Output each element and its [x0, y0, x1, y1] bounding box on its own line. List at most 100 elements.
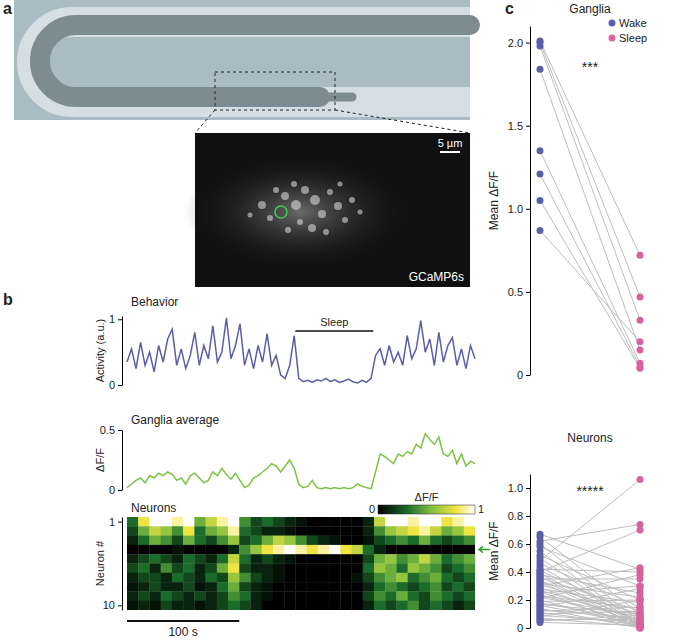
pair-line — [540, 534, 640, 569]
cell — [329, 536, 341, 546]
cell-body — [318, 210, 326, 218]
cell — [149, 573, 161, 583]
cell-body — [297, 219, 303, 225]
pair-line — [540, 576, 640, 628]
cell — [228, 564, 240, 574]
legend-entry: Wake — [619, 17, 647, 29]
title: Ganglia — [569, 2, 611, 16]
legend-entry: Sleep — [619, 32, 647, 44]
cell — [228, 517, 240, 527]
cell — [172, 526, 184, 536]
cell — [217, 564, 229, 574]
dot — [637, 571, 644, 578]
pair-line — [540, 201, 640, 369]
axis-title: ΔF/F — [94, 448, 106, 472]
cell — [206, 573, 218, 583]
cell — [228, 601, 240, 610]
cell — [340, 564, 352, 574]
cell — [441, 554, 453, 564]
tick: 0.6 — [508, 538, 530, 550]
dot — [637, 527, 644, 534]
label: GCaMP6s — [409, 270, 464, 284]
tick-label: 0.4 — [508, 566, 523, 578]
scale-bar — [440, 151, 460, 153]
cell — [374, 536, 386, 546]
cell — [385, 526, 397, 536]
tick: 2.0 — [508, 37, 530, 49]
cell — [385, 564, 397, 574]
cell — [250, 517, 262, 527]
cell — [453, 601, 465, 610]
pair-line — [540, 615, 640, 622]
cell — [217, 601, 229, 610]
cell — [419, 545, 431, 555]
cell — [340, 573, 352, 583]
cell — [149, 564, 161, 574]
tick-label: 2.0 — [508, 37, 523, 49]
cell — [250, 526, 262, 536]
pair-line — [540, 558, 640, 627]
colorbar-tick-label: 1 — [478, 503, 484, 515]
dot — [637, 365, 644, 372]
cell — [228, 573, 240, 583]
cell-body — [273, 187, 279, 193]
cell — [363, 591, 375, 601]
plot-area — [537, 476, 644, 631]
cell — [307, 545, 319, 555]
cell — [149, 554, 161, 564]
pair-line — [540, 618, 640, 626]
cell — [262, 517, 274, 527]
pair-line — [540, 592, 640, 628]
line-chart: 01BehaviorActivity (a.u.)Sleep — [94, 295, 475, 391]
cell — [396, 526, 408, 536]
cell — [194, 573, 206, 583]
cell — [127, 564, 139, 574]
tick-mark — [526, 628, 530, 629]
dot — [637, 597, 644, 604]
dot — [637, 597, 644, 604]
cell — [194, 554, 206, 564]
cell — [149, 591, 161, 601]
cell — [408, 517, 420, 527]
cell — [464, 517, 475, 527]
cell — [284, 554, 296, 564]
cell — [329, 526, 341, 536]
cell — [408, 564, 420, 574]
cell — [307, 564, 319, 574]
tick-label: 0.2 — [508, 594, 523, 606]
cell — [385, 582, 397, 592]
cell — [284, 601, 296, 610]
tick-mark — [526, 600, 530, 601]
cell — [295, 573, 307, 583]
cell — [408, 591, 420, 601]
cell — [318, 601, 330, 610]
cell — [352, 517, 364, 527]
tick-mark — [118, 490, 122, 491]
plot-area — [127, 434, 475, 489]
colorbar-title: ΔF/F — [415, 491, 439, 503]
pair-line — [540, 573, 640, 625]
cell — [340, 582, 352, 592]
cell — [329, 545, 341, 555]
tick: 0 — [109, 379, 122, 391]
cell — [262, 582, 274, 592]
cell — [228, 545, 240, 555]
cell — [363, 545, 375, 555]
cell — [172, 536, 184, 546]
cell — [228, 582, 240, 592]
cell — [430, 582, 442, 592]
cell — [250, 591, 262, 601]
cell — [161, 573, 173, 583]
cell-body — [310, 195, 320, 205]
cell — [374, 526, 386, 536]
cell — [464, 573, 475, 583]
cell — [396, 582, 408, 592]
cell — [161, 564, 173, 574]
cell — [149, 601, 161, 610]
cell — [138, 591, 150, 601]
cell — [318, 554, 330, 564]
cell — [217, 582, 229, 592]
pair-line — [540, 615, 640, 621]
cell — [161, 554, 173, 564]
zoom-box — [215, 72, 335, 110]
